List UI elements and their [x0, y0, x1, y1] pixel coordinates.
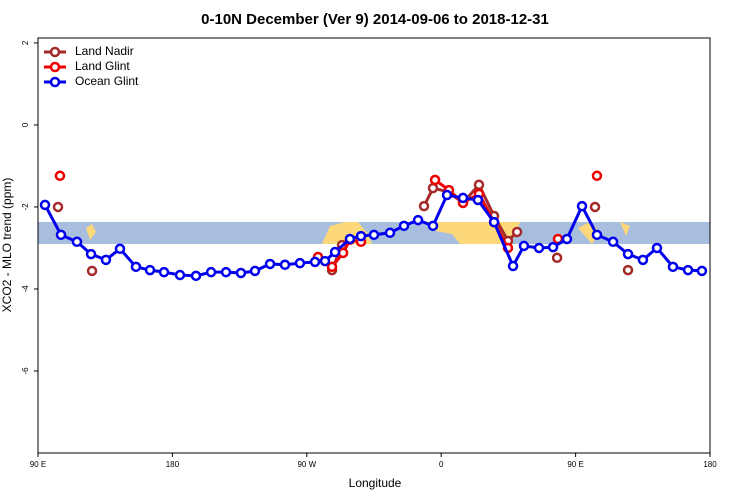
data-point [667, 261, 679, 273]
data-point [591, 170, 603, 182]
data-point [205, 266, 217, 278]
legend-label: Ocean Glint [75, 74, 139, 88]
data-point [533, 242, 545, 254]
y-tick-label: -4 [21, 285, 30, 293]
legend-marker [49, 76, 61, 88]
data-point [309, 256, 321, 268]
data-point [398, 220, 410, 232]
data-point [473, 179, 485, 191]
data-point [384, 227, 396, 239]
data-point [651, 242, 663, 254]
data-point [427, 182, 439, 194]
legend-label: Land Glint [75, 59, 130, 73]
data-point [54, 170, 66, 182]
data-point [427, 220, 439, 232]
data-point [551, 252, 563, 264]
data-point [190, 270, 202, 282]
data-point [637, 254, 649, 266]
data-point [622, 264, 634, 276]
data-point [488, 216, 500, 228]
data-point [158, 266, 170, 278]
data-point [294, 257, 306, 269]
data-point [71, 236, 83, 248]
data-point [607, 236, 619, 248]
data-point [174, 269, 186, 281]
data-point [130, 261, 142, 273]
data-point [264, 258, 276, 270]
data-point [344, 233, 356, 245]
data-point [355, 230, 367, 242]
data-point [696, 265, 708, 277]
data-point [85, 248, 97, 260]
y-tick-label: 0 [21, 122, 30, 127]
data-point [547, 241, 559, 253]
data-point [319, 255, 331, 267]
legend-marker [49, 46, 61, 58]
x-tick-label: 90 E [30, 460, 46, 469]
x-tick-label: 180 [703, 460, 717, 469]
data-point [220, 266, 232, 278]
data-point [511, 226, 523, 238]
data-point [249, 265, 261, 277]
data-point [457, 192, 469, 204]
chart-title: 0-10N December (Ver 9) 2014-09-06 to 201… [201, 11, 549, 28]
x-tick-label: 90 W [297, 460, 316, 469]
y-tick-label: 2 [21, 40, 30, 45]
legend-label: Land Nadir [75, 44, 134, 58]
x-tick-label: 0 [439, 460, 444, 469]
data-point [235, 267, 247, 279]
data-point [561, 233, 573, 245]
data-point [52, 201, 64, 213]
data-point [329, 246, 341, 258]
data-point [326, 261, 338, 273]
data-point [589, 201, 601, 213]
legend-marker [49, 61, 61, 73]
data-point [429, 174, 441, 186]
y-tick-label: -6 [21, 367, 30, 375]
data-point [441, 189, 453, 201]
data-point [144, 264, 156, 276]
data-point [279, 259, 291, 271]
data-point [591, 229, 603, 241]
data-point [507, 260, 519, 272]
x-axis-label: Longitude [349, 476, 402, 490]
data-point [337, 247, 349, 259]
data-point [472, 194, 484, 206]
plot-frame [37, 37, 711, 454]
data-point [55, 229, 67, 241]
data-point [622, 248, 634, 260]
data-point [576, 200, 588, 212]
y-tick-label: -2 [21, 203, 30, 211]
x-tick-label: 90 E [567, 460, 583, 469]
data-point [39, 199, 51, 211]
data-point [100, 254, 112, 266]
data-point [412, 214, 424, 226]
data-point [518, 240, 530, 252]
data-point [682, 264, 694, 276]
y-axis-label: XCO2 - MLO trend (ppm) [0, 178, 14, 313]
series-line [43, 193, 703, 278]
data-point [86, 265, 98, 277]
data-point [114, 243, 126, 255]
data-point [418, 200, 430, 212]
x-tick-label: 180 [166, 460, 180, 469]
data-point [368, 229, 380, 241]
